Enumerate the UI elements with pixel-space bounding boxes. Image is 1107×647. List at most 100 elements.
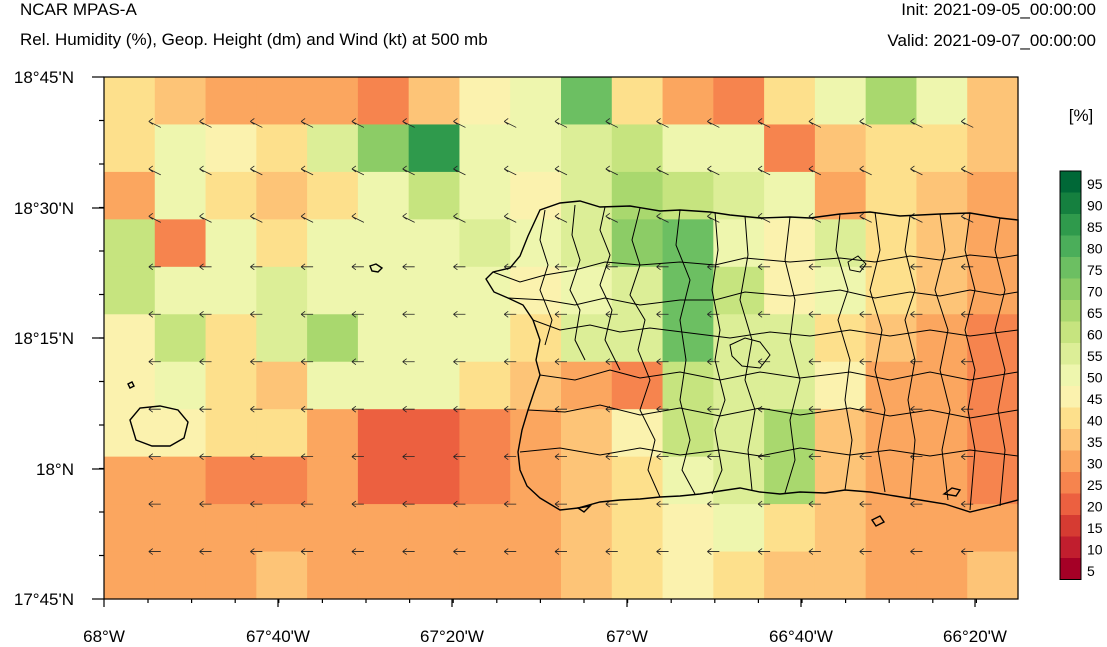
humidity-cell [561,171,613,220]
wind-arrow [199,213,212,223]
humidity-cell [459,551,511,600]
wind-arrow [453,405,466,413]
wind-arrow [453,453,466,460]
humidity-cell [662,361,714,410]
humidity-cell [205,551,257,600]
wind-arrow [250,548,263,555]
humidity-cell [916,266,968,315]
colorbar-label: 35 [1087,434,1103,450]
wind-arrow [199,118,212,128]
humidity-cell [205,361,257,410]
wind-arrow [148,500,161,508]
humidity-cell [764,456,816,505]
wind-arrow [503,453,517,460]
humidity-cell [408,266,461,315]
humidity-cell [205,77,257,126]
wind-arrow [707,165,720,176]
humidity-cell [713,314,765,363]
humidity-cell [662,77,714,126]
humidity-cell [662,551,714,600]
humidity-cell [104,456,156,505]
colorbar-label: 40 [1087,412,1103,428]
wind-arrow [402,500,415,508]
humidity-cell [408,219,461,268]
humidity-cell [357,361,410,410]
wind-arrow [148,358,161,366]
humidity-cell [662,504,714,553]
humidity-cell [510,504,562,553]
colorbar-label: 25 [1087,477,1103,493]
humidity-cell [408,551,461,600]
colorbar-label: 60 [1087,326,1103,342]
humidity-cell [205,124,257,173]
humidity-cell [814,551,867,600]
humidity-cell [814,456,867,505]
wind-arrow [859,213,872,223]
humidity-cell [967,77,1019,126]
wind-arrow [148,165,161,176]
humidity-cell [357,77,410,126]
humidity-cell [916,77,968,126]
wind-arrow [199,165,212,176]
humidity-cell [459,77,511,126]
humidity-cell [459,266,511,315]
humidity-cell [357,124,410,173]
humidity-cell [256,551,308,600]
humidity-cell [713,219,765,268]
humidity-cell [967,314,1019,363]
wind-arrow [656,453,669,460]
humidity-cell [713,456,765,505]
wind-arrow [605,453,618,460]
humidity-cell [307,361,359,410]
wind-arrow [605,118,618,128]
wind-arrow [351,405,364,413]
humidity-cell [814,314,867,363]
wind-arrow [960,500,974,508]
wind-arrow [859,548,872,555]
wind-arrow [554,358,567,366]
lon-label-6720: 67°20'W [420,627,484,646]
humidity-cell [662,266,714,315]
wind-arrow [554,310,567,318]
colorbar-label: 5 [1087,563,1095,579]
humidity-cell [408,361,461,410]
wind-arrow [605,548,618,555]
wind-arrow [656,118,669,128]
colorbar-swatch [1060,429,1081,451]
humidity-cell [916,361,968,410]
humidity-cell [256,171,308,220]
wind-arrow [351,548,364,555]
wind-arrow [453,358,466,366]
wind-arrow [250,165,263,176]
wind-arrow [910,263,923,271]
humidity-cell [814,124,867,173]
humidity-cell [713,124,765,173]
wind-arrow [808,118,822,128]
wind-arrow [503,213,517,223]
humidity-cell [307,314,359,363]
humidity-cell [510,266,562,315]
humidity-cell [662,219,714,268]
wind-arrow [960,358,974,366]
wind-arrow [402,263,415,271]
wind-arrow [503,500,517,508]
colorbar-swatch [1060,343,1081,365]
colorbar-label: 85 [1087,219,1103,235]
humidity-cell [561,361,613,410]
humidity-cell [459,409,511,458]
wind-arrow [300,405,314,413]
humidity-cell [916,124,968,173]
wind-arrow [300,453,314,460]
humidity-cell [357,504,410,553]
humidity-cell [357,551,410,600]
humidity-cell [713,266,765,315]
wind-arrow [707,453,720,460]
humidity-cell [104,124,156,173]
humidity-cell [307,266,359,315]
humidity-cell [307,219,359,268]
wind-arrow [351,165,365,176]
humidity-cell [104,409,156,458]
humidity-cell [104,77,156,126]
humidity-cell [104,551,156,600]
wind-arrow [250,405,263,413]
